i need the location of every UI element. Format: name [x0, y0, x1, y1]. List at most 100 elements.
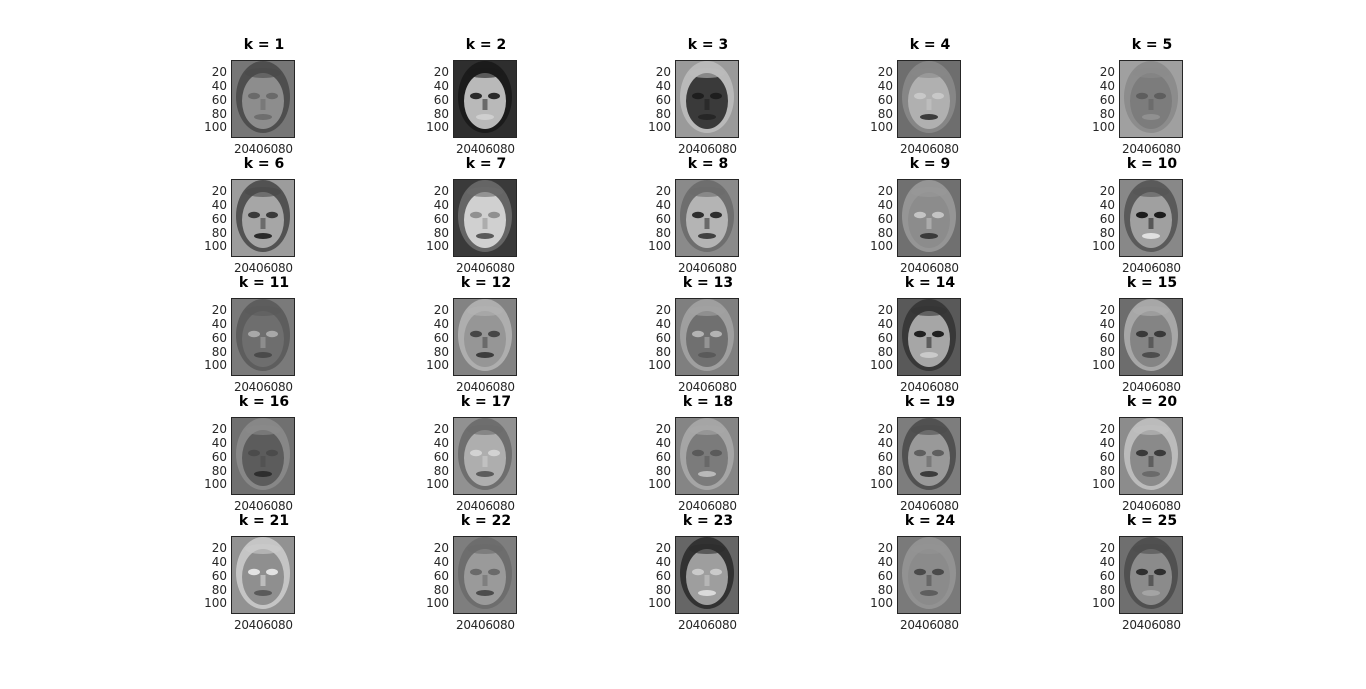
y-tick-label: 100 [426, 358, 449, 372]
x-tick-label: 80 [278, 618, 293, 632]
y-tick-label: 60 [211, 93, 227, 107]
x-tick-label: 80 [722, 499, 737, 513]
x-tick-label: 20 [1122, 142, 1137, 156]
y-tick-label: 80 [211, 464, 227, 478]
x-tick-label: 60 [707, 380, 723, 394]
y-tick-label: 100 [870, 120, 893, 134]
eigenface-image [675, 179, 739, 257]
right-eye-region [932, 92, 944, 100]
y-tick-label: 60 [655, 212, 671, 226]
nose-region [260, 99, 266, 110]
panel-title: k = 16 [238, 394, 290, 410]
right-eye-region [1154, 330, 1166, 338]
right-eye-region [1154, 449, 1166, 457]
right-eye-region [488, 330, 500, 338]
right-eye-region [710, 449, 722, 457]
y-tick-label: 80 [655, 345, 671, 359]
y-tick-label: 80 [433, 583, 449, 597]
x-tick-label: 20 [234, 499, 249, 513]
x-tick-label: 60 [929, 618, 945, 632]
x-tick-label: 60 [263, 142, 279, 156]
y-tick-label: 60 [877, 212, 893, 226]
y-tick-label: 80 [211, 107, 227, 121]
x-tick-labels: 20406080 [900, 380, 959, 394]
forehead-shading [467, 306, 503, 316]
right-eye-region [266, 449, 278, 457]
panel-title: k = 7 [465, 156, 507, 172]
left-eye-region [914, 92, 926, 100]
x-tick-label: 60 [263, 499, 279, 513]
eigenface-image [453, 298, 517, 376]
y-tick-label: 60 [433, 569, 449, 583]
face-image-svg [898, 418, 960, 494]
nose-region [926, 99, 932, 110]
y-tick-label: 60 [877, 569, 893, 583]
x-tick-label: 20 [456, 142, 471, 156]
eigenface-image [1119, 417, 1183, 495]
x-tick-label: 40 [914, 380, 930, 394]
left-eye-region [914, 568, 926, 576]
eigenface-image [231, 179, 295, 257]
y-tick-label: 60 [655, 450, 671, 464]
x-tick-label: 80 [722, 261, 737, 275]
y-tick-label: 60 [1099, 331, 1115, 345]
x-tick-label: 20 [456, 261, 471, 275]
y-tick-label: 20 [211, 184, 227, 198]
x-tick-label: 60 [707, 261, 723, 275]
panel-title: k = 25 [1126, 513, 1178, 529]
x-tick-label: 40 [248, 261, 264, 275]
nose-region [926, 337, 932, 348]
x-tick-label: 80 [500, 261, 515, 275]
y-tick-label: 20 [1099, 541, 1115, 555]
y-tick-label: 20 [1099, 65, 1115, 79]
y-tick-label: 20 [211, 303, 227, 317]
left-eye-region [1136, 211, 1148, 219]
face-image-svg [676, 180, 738, 256]
x-tick-label: 80 [944, 499, 959, 513]
x-tick-label: 40 [248, 618, 264, 632]
right-eye-region [266, 568, 278, 576]
y-tick-label: 60 [1099, 93, 1115, 107]
x-tick-label: 20 [900, 142, 915, 156]
y-tick-label: 100 [648, 120, 671, 134]
y-tick-label: 60 [1099, 212, 1115, 226]
x-tick-label: 40 [248, 380, 264, 394]
right-eye-region [932, 449, 944, 457]
y-tick-label: 60 [433, 93, 449, 107]
forehead-shading [1133, 306, 1169, 316]
eigenface-image [453, 60, 517, 138]
x-tick-labels: 20406080 [1122, 499, 1181, 513]
y-tick-label: 20 [877, 303, 893, 317]
left-eye-region [470, 92, 482, 100]
x-tick-label: 60 [263, 380, 279, 394]
y-tick-label: 100 [204, 477, 227, 491]
face-image-svg [676, 61, 738, 137]
x-tick-label: 60 [1151, 618, 1167, 632]
x-tick-label: 80 [1166, 261, 1181, 275]
eigenface-image [675, 417, 739, 495]
panel-title: k = 24 [904, 513, 956, 529]
x-tick-label: 40 [692, 142, 708, 156]
x-tick-labels: 20406080 [456, 618, 515, 632]
y-tick-label: 40 [211, 317, 227, 331]
panel-title: k = 2 [465, 37, 507, 53]
x-tick-label: 80 [1166, 142, 1181, 156]
face-image-svg [1120, 61, 1182, 137]
nose-region [260, 575, 266, 586]
x-tick-label: 80 [500, 499, 515, 513]
y-tick-label: 20 [1099, 422, 1115, 436]
eigenface-panel: k = 23 20 40 60 80 100 20406080 [648, 513, 741, 656]
eigenface-panel: k = 17 20 40 60 80 100 20406080 [426, 394, 519, 537]
face-image-svg [676, 299, 738, 375]
y-tick-label: 20 [433, 541, 449, 555]
y-tick-label: 20 [655, 303, 671, 317]
y-tick-label: 60 [211, 450, 227, 464]
left-eye-region [248, 330, 260, 338]
x-tick-label: 20 [1122, 499, 1137, 513]
y-tick-label: 100 [870, 358, 893, 372]
y-tick-label: 20 [655, 541, 671, 555]
y-tick-label: 60 [211, 331, 227, 345]
mouth-region [254, 471, 272, 477]
x-tick-label: 80 [1166, 618, 1181, 632]
x-tick-label: 40 [1136, 499, 1152, 513]
